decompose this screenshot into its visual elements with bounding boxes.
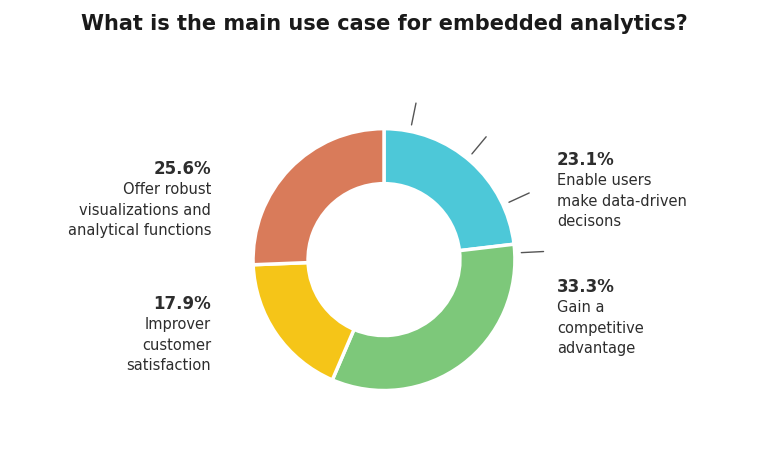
Text: Enable users
make data-driven
decisons: Enable users make data-driven decisons xyxy=(557,173,687,229)
Text: What is the main use case for embedded analytics?: What is the main use case for embedded a… xyxy=(81,14,687,34)
Text: 23.1%: 23.1% xyxy=(557,151,614,169)
Wedge shape xyxy=(384,129,514,251)
Text: Offer robust
visualizations and
analytical functions: Offer robust visualizations and analytic… xyxy=(68,182,211,238)
Text: Improver
customer
satisfaction: Improver customer satisfaction xyxy=(127,317,211,373)
Text: 17.9%: 17.9% xyxy=(154,295,211,313)
Text: 25.6%: 25.6% xyxy=(154,160,211,178)
Text: 33.3%: 33.3% xyxy=(557,278,614,296)
Wedge shape xyxy=(333,244,515,390)
Wedge shape xyxy=(253,262,354,380)
Wedge shape xyxy=(253,129,384,265)
Text: Gain a
competitive
advantage: Gain a competitive advantage xyxy=(557,300,644,356)
